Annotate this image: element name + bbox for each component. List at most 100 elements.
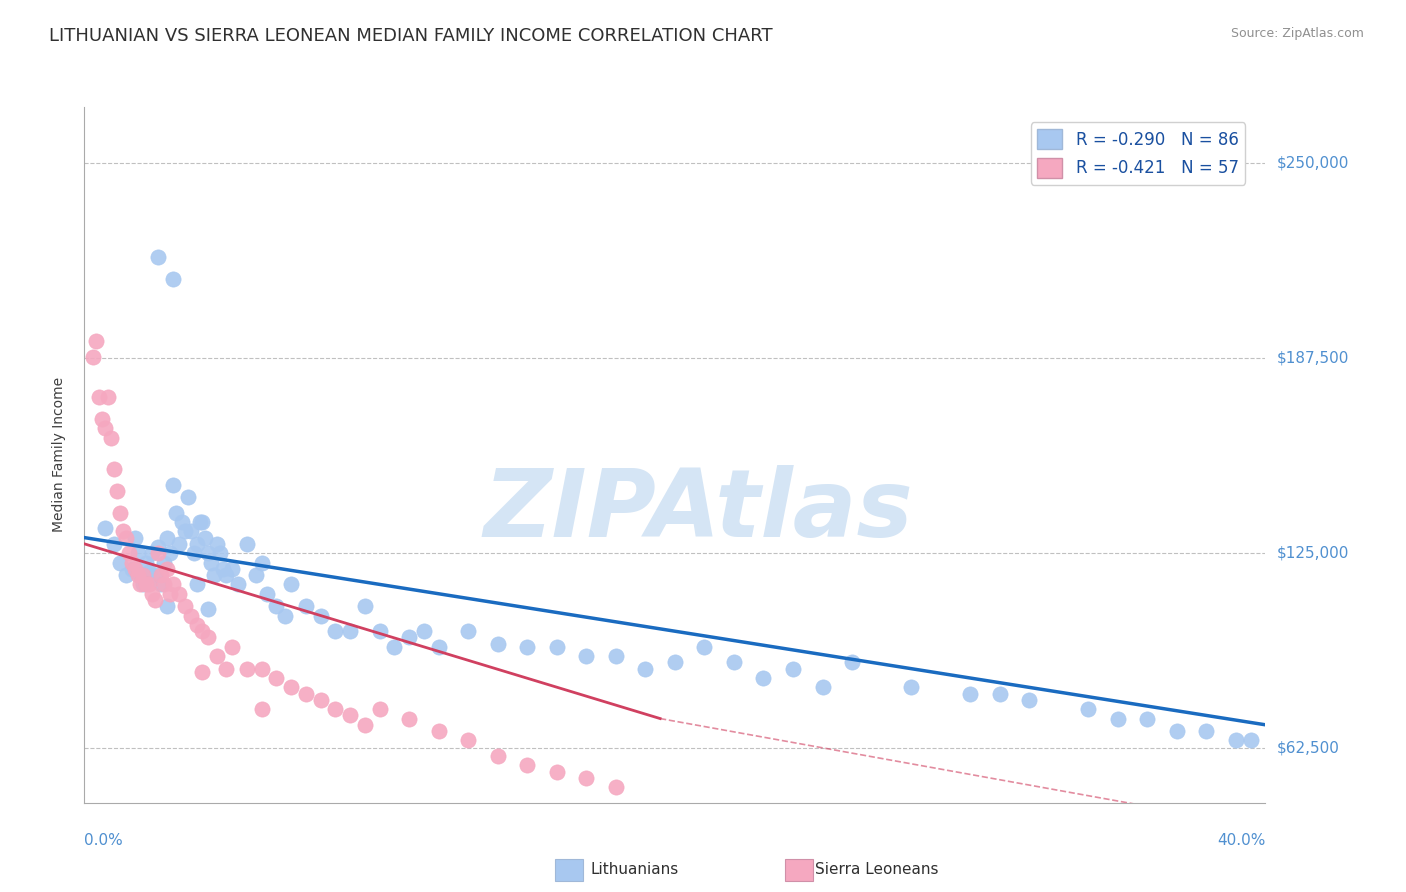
Point [159,546,181,560]
Point [368,702,391,716]
Text: LITHUANIAN VS SIERRA LEONEAN MEDIAN FAMILY INCOME CORRELATION CHART: LITHUANIAN VS SIERRA LEONEAN MEDIAN FAMI… [49,27,773,45]
Point [295,599,318,614]
Point [135,556,157,570]
Point [323,624,347,639]
Point [250,702,273,716]
Point [752,671,775,685]
Point [516,758,538,772]
Point [605,649,627,664]
Point [156,562,179,576]
Point [900,681,922,695]
Point [202,568,225,582]
Point [215,568,238,582]
Point [114,531,136,545]
Point [398,631,420,645]
Point [209,546,232,560]
Point [605,780,627,795]
Point [486,749,509,764]
Text: Source: ZipAtlas.com: Source: ZipAtlas.com [1230,27,1364,40]
Point [413,624,436,639]
Point [114,568,136,582]
Point [108,506,131,520]
Point [634,662,657,676]
Point [94,521,117,535]
Point [575,771,598,785]
Point [215,662,238,676]
Point [264,671,288,685]
Point [162,271,184,285]
Point [121,556,143,570]
Text: Lithuanians: Lithuanians [591,863,679,877]
Point [167,587,190,601]
Point [212,562,235,576]
Point [153,577,176,591]
Point [841,656,863,670]
Point [124,531,146,545]
Point [143,568,166,582]
Point [280,577,302,591]
Point [180,608,202,623]
Point [103,462,125,476]
Point [188,515,211,529]
Text: Sierra Leoneans: Sierra Leoneans [815,863,939,877]
Point [197,602,219,616]
Text: $250,000: $250,000 [1277,156,1348,170]
Point [138,565,160,579]
Point [205,537,228,551]
Point [274,608,297,623]
Point [323,702,347,716]
Point [256,587,278,601]
Point [280,681,302,695]
Point [127,568,149,582]
Point [693,640,716,654]
Point [186,537,208,551]
Point [427,640,450,654]
Point [398,712,420,726]
Point [339,624,361,639]
Text: 40.0%: 40.0% [1218,833,1265,848]
Point [153,556,176,570]
Point [1107,712,1129,726]
Point [664,656,686,670]
Point [226,577,249,591]
Point [264,599,288,614]
Point [150,568,173,582]
Point [354,718,377,732]
Point [221,640,243,654]
Point [148,546,170,560]
Point [183,546,205,560]
Point [457,733,479,747]
Point [91,412,114,426]
Point [382,640,406,654]
Point [118,546,141,560]
Point [191,624,214,639]
Point [1166,724,1188,739]
Point [235,537,259,551]
Point [159,587,181,601]
Point [170,515,193,529]
Point [103,537,125,551]
Point [129,577,152,591]
Point [100,431,122,445]
Point [97,390,120,404]
Point [309,693,332,707]
Point [295,687,318,701]
Point [221,562,243,576]
Point [191,515,214,529]
Point [186,618,208,632]
Text: $187,500: $187,500 [1277,351,1348,366]
Point [194,531,217,545]
Point [186,577,208,591]
Point [546,640,568,654]
Point [516,640,538,654]
Point [162,577,184,591]
Point [82,350,104,364]
Point [121,562,143,576]
Point [988,687,1011,701]
Point [162,477,184,491]
Point [111,524,134,539]
Point [141,587,163,601]
Point [156,531,179,545]
Point [1077,702,1099,716]
Point [132,577,155,591]
